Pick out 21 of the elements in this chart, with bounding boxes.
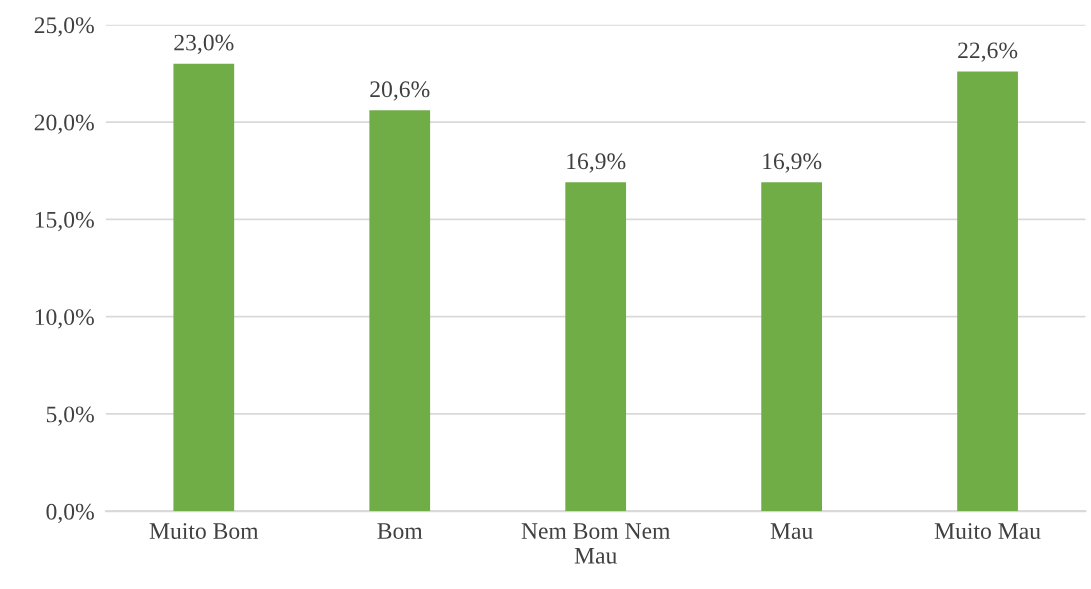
data-label: 16,9% xyxy=(763,153,822,173)
data-label: 23,0% xyxy=(174,34,234,54)
bar xyxy=(173,63,235,512)
bar xyxy=(565,182,627,512)
data-label: 16,9% xyxy=(567,153,626,173)
y-tick-label: 15,0% xyxy=(35,211,94,232)
x-tick-label: Muito Mau xyxy=(934,523,1041,539)
bar xyxy=(369,110,431,512)
x-tick-label: Muito Bom xyxy=(149,523,259,539)
y-tick-label: 20,0% xyxy=(34,114,94,134)
data-label: 20,6% xyxy=(370,81,430,101)
data-label: 22,6% xyxy=(958,42,1018,62)
x-tick-label: Mau xyxy=(770,523,813,539)
x-tick-label: Bom xyxy=(377,523,423,539)
y-tick-label: 0,0% xyxy=(46,503,94,524)
bar xyxy=(957,71,1018,512)
y-tick-label: 10,0% xyxy=(35,309,94,329)
bar xyxy=(761,182,822,512)
y-tick-label: 25,0% xyxy=(34,17,94,37)
x-tick-label: Nem Bom Nem Mau xyxy=(521,523,671,564)
y-tick-label: 5,0% xyxy=(46,406,94,426)
